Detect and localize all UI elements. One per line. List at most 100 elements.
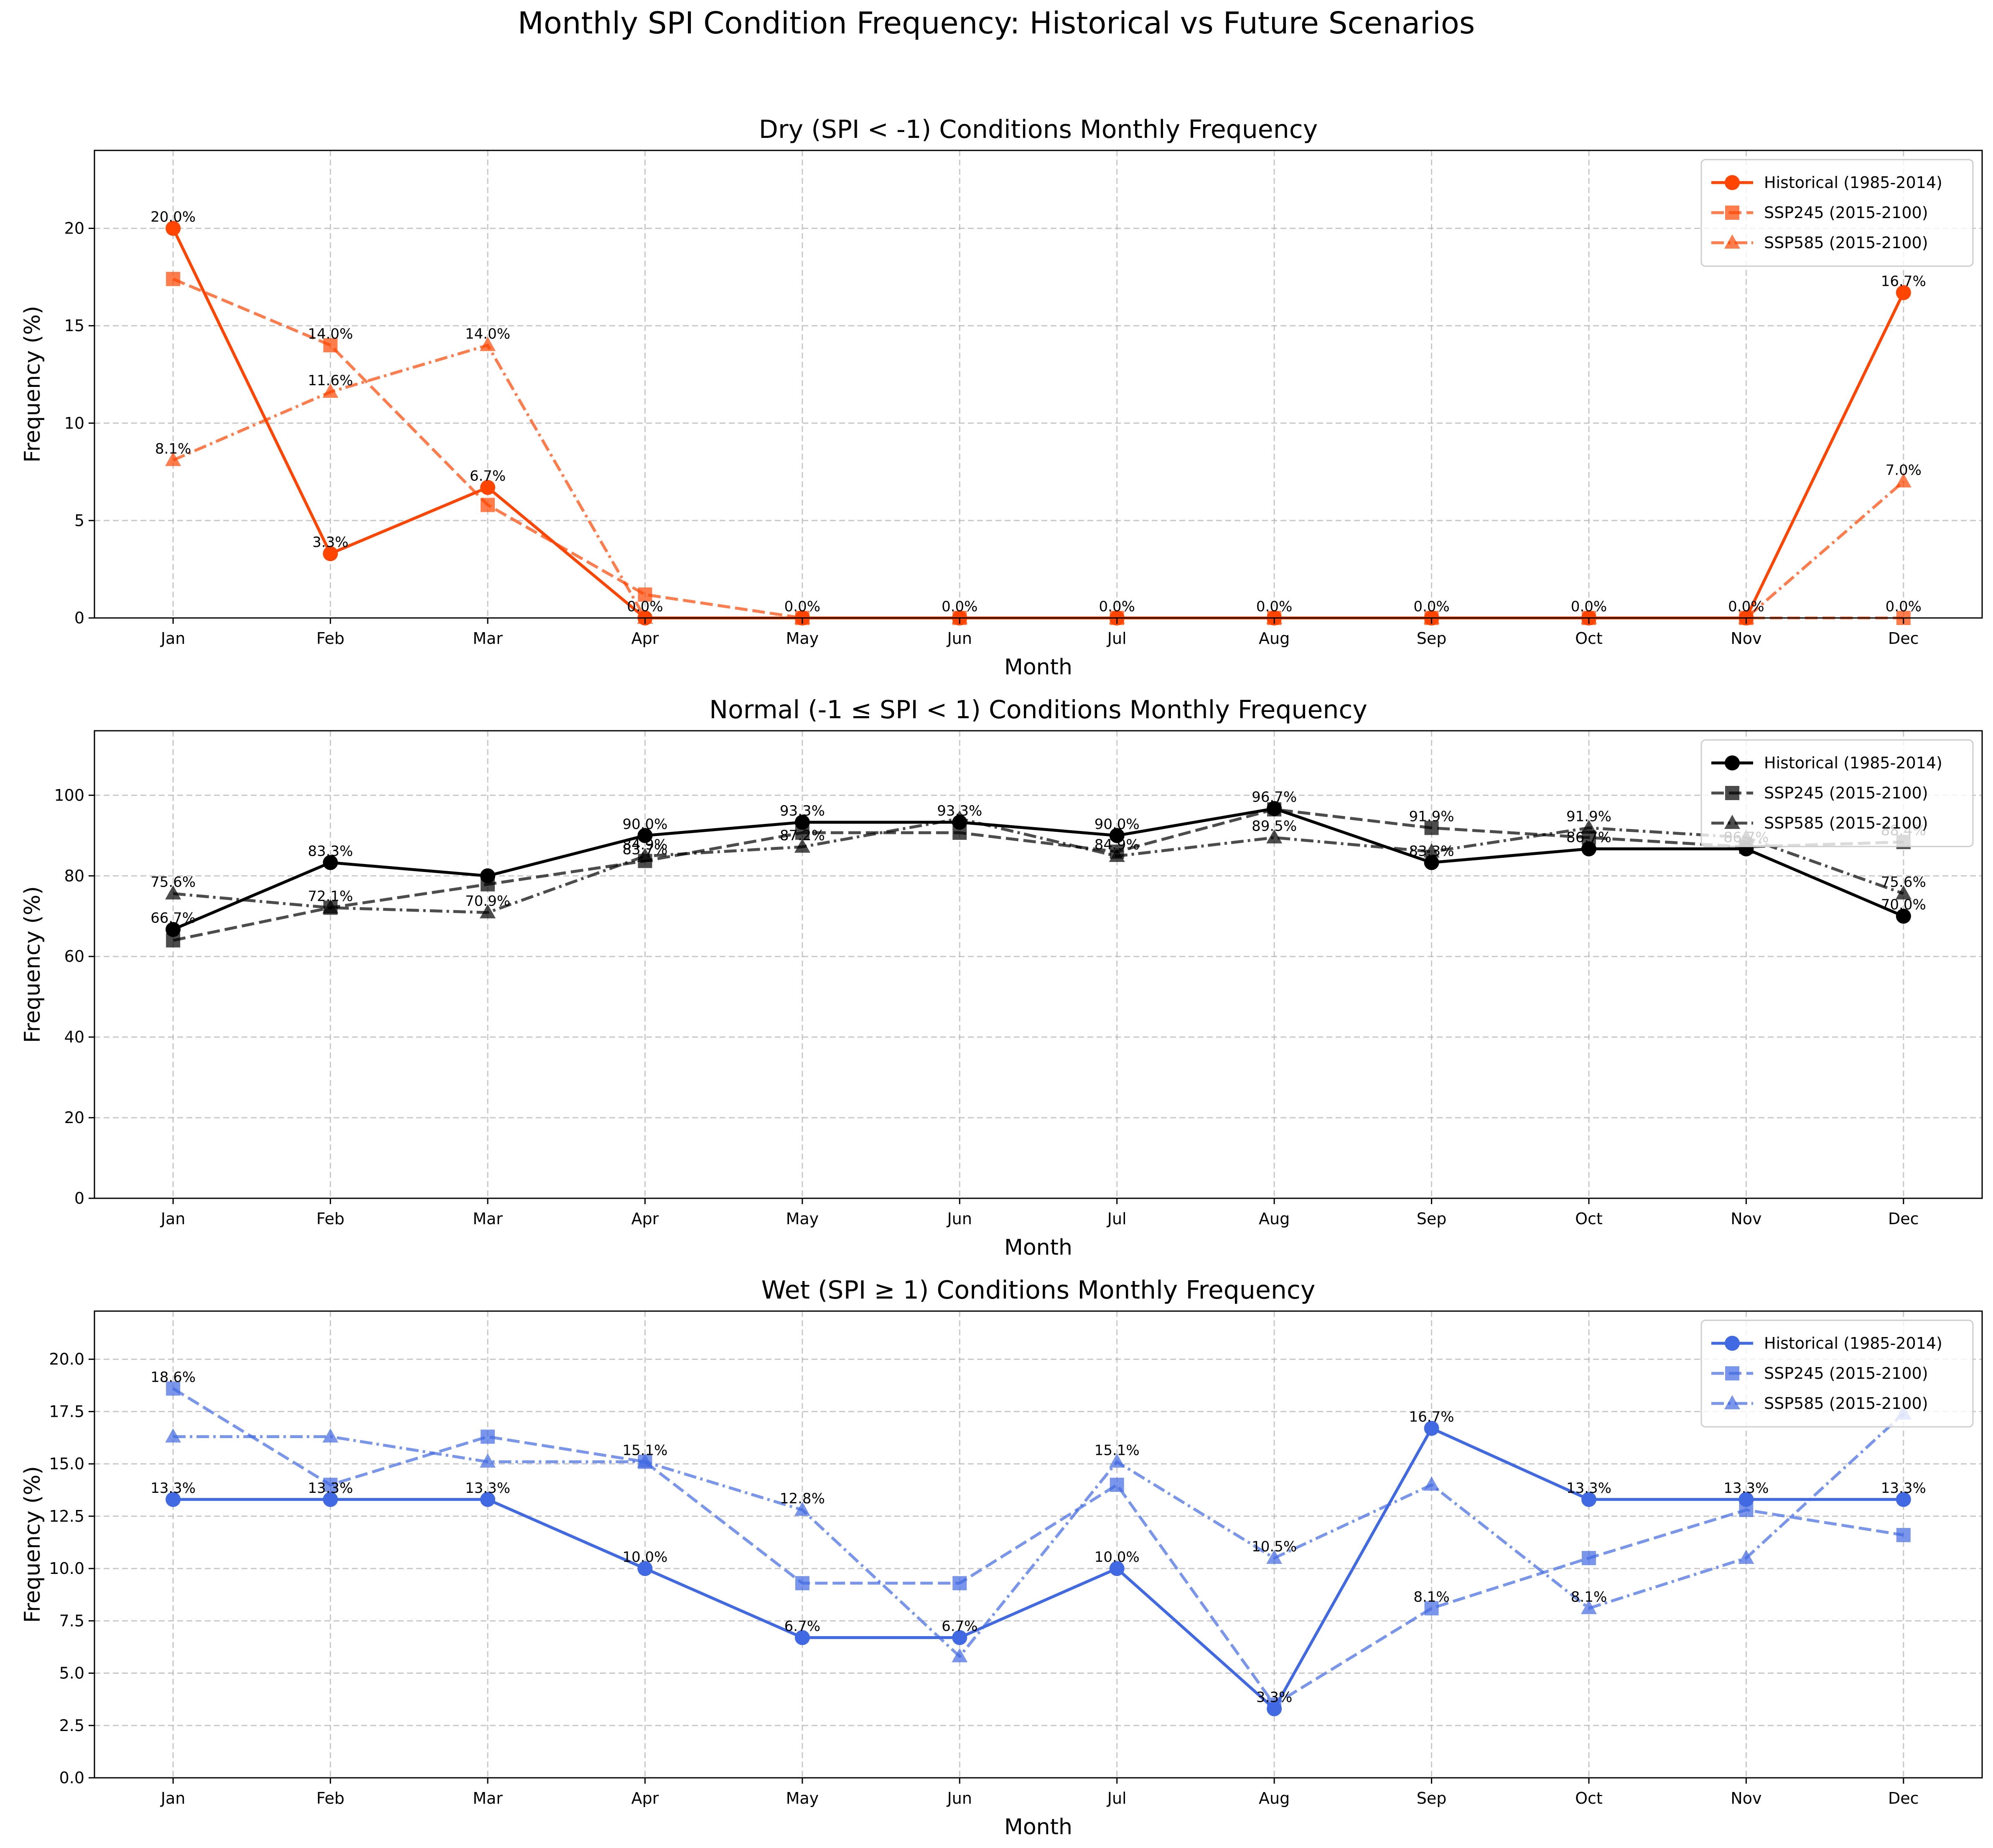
- data-label: 0.0%: [1728, 598, 1764, 615]
- x-tick-label: Dec: [1888, 1210, 1919, 1228]
- legend: Historical (1985-2014) SSP245 (2015-2100)…: [1700, 739, 1974, 847]
- chart-panel-1: Jan Feb Mar Apr May Jun Jul Aug Sep Oct Nov Dec 0 5 10…: [20, 115, 1983, 680]
- data-point-triangle: [165, 452, 181, 466]
- legend-box: [1700, 159, 1974, 267]
- legend-marker-triangle: [1724, 815, 1740, 829]
- x-tick-label: Aug: [1259, 629, 1290, 648]
- x-tick-label: Jun: [947, 1210, 972, 1228]
- y-tick-label: 60: [64, 947, 84, 966]
- data-point-circle: [1896, 1492, 1911, 1507]
- data-label: 90.0%: [1094, 816, 1140, 833]
- data-label: 86.7%: [1566, 829, 1611, 846]
- legend-marker-circle: [1725, 755, 1740, 770]
- x-tick-label: Dec: [1888, 629, 1919, 648]
- data-point-triangle: [322, 899, 339, 914]
- data-label: 96.7%: [1252, 789, 1297, 806]
- x-tick-label: Aug: [1259, 1789, 1290, 1807]
- data-label: 10.0%: [1094, 1549, 1140, 1566]
- data-label: 13.3%: [1723, 1480, 1769, 1497]
- y-tick-label: 0: [74, 1189, 84, 1207]
- data-point-square: [1267, 802, 1282, 817]
- x-tick-label: Oct: [1575, 1789, 1603, 1807]
- data-label: 72.1%: [308, 888, 353, 905]
- legend-marker-square: [1725, 1366, 1739, 1380]
- subplot-title: Dry (SPI < -1) Conditions Monthly Freque…: [759, 115, 1318, 144]
- legend-marker-square: [1725, 786, 1739, 800]
- y-tick-label: 15: [64, 317, 84, 335]
- data-point-square: [481, 498, 495, 512]
- x-tick-label: May: [786, 1210, 819, 1228]
- series-line-2: [172, 1387, 1904, 1706]
- data-point-circle: [165, 922, 181, 937]
- data-label: 14.0%: [465, 325, 510, 342]
- data-label: 75.6%: [1881, 874, 1926, 891]
- x-tick-label: Mar: [473, 1210, 503, 1228]
- x-tick-label: Sep: [1417, 1789, 1447, 1807]
- series-line-2: [173, 808, 1904, 942]
- subplot-title: Normal (-1 ≤ SPI < 1) Conditions Monthly…: [709, 695, 1367, 724]
- data-point-triangle: [952, 1648, 968, 1662]
- data-label: 13.3%: [1881, 1480, 1926, 1497]
- legend-label: SSP585 (2015-2100): [1764, 1394, 1928, 1413]
- data-point-triangle: [1109, 848, 1125, 862]
- legend-label: SSP245 (2015-2100): [1764, 203, 1928, 222]
- data-point-square: [323, 1477, 338, 1492]
- x-tick-label: Sep: [1417, 1210, 1447, 1228]
- data-point-triangle: [794, 838, 810, 853]
- data-label: 3.3%: [312, 534, 348, 551]
- legend-label: SSP585 (2015-2100): [1764, 814, 1928, 832]
- data-label: 93.3%: [937, 803, 982, 819]
- y-axis-label: Frequency (%): [20, 886, 45, 1043]
- x-tick-label: Jul: [1107, 1789, 1127, 1807]
- x-tick-label: Feb: [316, 1210, 344, 1228]
- data-point-triangle: [322, 384, 339, 398]
- data-point-triangle: [1266, 1550, 1283, 1564]
- plot-frame: [94, 150, 1983, 619]
- y-tick-label: 0.0: [59, 1769, 84, 1787]
- data-label: 83.3%: [308, 843, 353, 859]
- data-point-triangle: [480, 904, 496, 919]
- x-tick-label: Jun: [947, 629, 972, 648]
- y-tick-label: 17.5: [49, 1402, 84, 1421]
- x-tick-label: Jan: [160, 629, 186, 648]
- data-point-square: [952, 1576, 967, 1591]
- y-tick-label: 0: [74, 609, 84, 627]
- data-point-triangle: [1738, 1550, 1754, 1564]
- legend: Historical (1985-2014) SSP245 (2015-2100)…: [1700, 159, 1974, 267]
- y-tick-label: 40: [64, 1028, 84, 1046]
- data-label: 0.0%: [784, 598, 820, 615]
- data-point-square: [952, 826, 967, 840]
- data-label: 16.7%: [1409, 1409, 1454, 1426]
- data-point-triangle: [637, 848, 653, 862]
- data-label: 91.9%: [1409, 808, 1454, 825]
- data-label: 83.3%: [1409, 843, 1454, 859]
- y-tick-label: 7.5: [59, 1612, 84, 1630]
- data-label: 8.1%: [155, 440, 191, 457]
- data-point-triangle: [480, 1453, 496, 1468]
- series-line-3: [173, 1412, 1905, 1658]
- data-label: 6.7%: [942, 1618, 977, 1634]
- x-tick-label: Aug: [1259, 1210, 1290, 1228]
- data-label: 7.0%: [1886, 462, 1922, 479]
- data-label: 0.0%: [1256, 598, 1292, 615]
- data-point-circle: [480, 1492, 496, 1507]
- data-label: 8.1%: [1413, 1589, 1449, 1605]
- data-point-triangle: [1581, 819, 1597, 834]
- data-point-triangle: [165, 885, 181, 900]
- x-tick-label: Jan: [160, 1210, 186, 1228]
- subplot-title: Wet (SPI ≥ 1) Conditions Monthly Frequen…: [761, 1276, 1316, 1305]
- data-point-triangle: [1109, 1453, 1125, 1468]
- legend-marker-square: [1725, 206, 1739, 220]
- data-point-triangle: [1266, 829, 1283, 844]
- x-tick-label: Apr: [631, 1210, 659, 1228]
- y-axis-label: Frequency (%): [20, 1466, 45, 1623]
- data-label: 13.3%: [308, 1480, 353, 1497]
- data-point-triangle: [480, 337, 496, 351]
- data-point-circle: [1581, 841, 1596, 857]
- data-point-circle: [165, 1492, 181, 1507]
- data-label: 0.0%: [1571, 598, 1607, 615]
- data-point-circle: [794, 1630, 810, 1645]
- plot-frame: [94, 730, 1983, 1199]
- legend-box: [1700, 739, 1974, 847]
